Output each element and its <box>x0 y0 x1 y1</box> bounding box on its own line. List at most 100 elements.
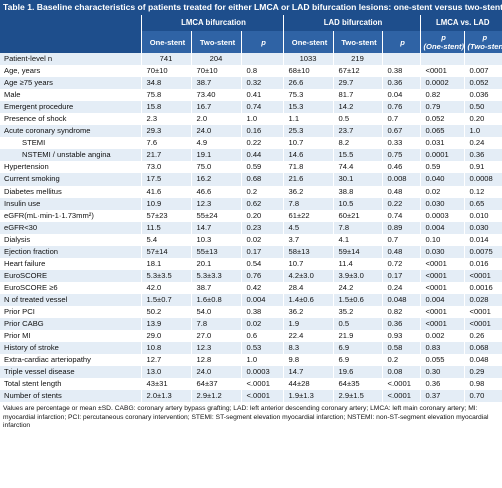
cell-lmca-one-stent: 50.2 <box>141 305 192 319</box>
cell-p-one-stent: 0.004 <box>420 293 465 306</box>
cell-lmca-p: 0.44 <box>241 149 284 162</box>
cell-label: Insulin use <box>0 197 142 210</box>
cell-p-one-stent: 0.002 <box>420 330 465 343</box>
cell-lmca-p: 0.2 <box>241 185 284 198</box>
cell-p-one-stent: <0001 <box>420 318 465 331</box>
cell-lad-one-stent: 1.4±0.6 <box>283 293 334 306</box>
header-lmca-vs-lad: LMCA vs. LAD <box>420 15 502 31</box>
cell-lad-p: <.0001 <box>382 390 421 403</box>
cell-p-one-stent: 0.36 <box>420 378 465 391</box>
table-row: History of stroke 10.8 12.3 0.53 8.3 6.9 0.58 0… <box>0 342 502 355</box>
cell-lmca-one-stent: 2.0±1.3 <box>141 390 192 403</box>
cell-lmca-two-stent: 24.0 <box>191 366 242 379</box>
cell-lad-two-stent: 81.7 <box>333 89 383 102</box>
header-lad-p: p <box>382 31 421 53</box>
cell-p-two-stent: 0.98 <box>469 379 485 389</box>
cell-lmca-two-stent: 55±24 <box>191 209 242 222</box>
cell-lmca-one-stent: 10.8 <box>141 342 192 355</box>
cell-lad-two-stent: 29.7 <box>333 77 383 90</box>
header-p-two-stent-p: p <box>482 33 488 42</box>
cell-p-two-stent <box>464 53 502 65</box>
cell-lmca-one-stent: 29.0 <box>141 330 192 343</box>
cell-p-one-stent: 0.0001 <box>420 149 465 162</box>
cell-p-two-stent: 0.20 <box>469 114 485 124</box>
cell-label: Current smoking <box>0 173 142 186</box>
table-row: Presence of shock 2.3 2.0 1.0 1.1 0.5 0.7 0.052… <box>0 113 502 126</box>
cell-lad-one-stent: 10.7 <box>283 257 334 270</box>
table-row: Hypertension 73.0 75.0 0.59 71.8 74.4 0.46 0.59… <box>0 161 502 174</box>
cell-label: Age ≥75 years <box>0 77 142 90</box>
cell-label: Presence of shock <box>0 113 142 126</box>
table-row: Patient-level n 741 204 1033 219 <box>0 53 502 66</box>
table-row: Diabetes mellitus 41.6 46.6 0.2 36.2 38.8 0.48… <box>0 185 502 198</box>
cell-p-one-stent: 0.82 <box>420 89 465 102</box>
cell-lad-two-stent: 1.5±0.6 <box>333 293 383 306</box>
cell-lad-two-stent: 3.9±3.0 <box>333 269 383 282</box>
cell-lad-one-stent: 1.1 <box>283 113 334 126</box>
cell-lad-p: 0.74 <box>382 209 421 222</box>
cell-label: Prior CABG <box>0 318 142 331</box>
table-row: Current smoking 17.5 16.2 0.68 21.6 30.1 0.008… <box>0 173 502 186</box>
cell-lad-p: 0.46 <box>382 161 421 174</box>
cell-p-two-stent: <0001 <box>469 319 491 329</box>
cell-p-one-stent: 0.055 <box>420 354 465 367</box>
cell-p-two-stent: 0.010 <box>469 210 489 220</box>
cell-p-one-stent: 0.10 <box>420 233 465 246</box>
cell-lmca-two-stent: 24.0 <box>191 125 242 138</box>
cell-p-two-stent: 0.048 <box>469 355 489 365</box>
cell-lad-two-stent: 35.2 <box>333 305 383 319</box>
cell-lad-two-stent: 11.4 <box>333 257 383 270</box>
cell-lad-one-stent: 4.5 <box>283 221 334 234</box>
cell-label: N of treated vessel <box>0 293 142 306</box>
cell-p-one-stent: 0.004 <box>420 221 465 234</box>
table-row: Prior MI 29.0 27.0 0.6 22.4 21.9 0.93 0.002 0.26 <box>0 330 502 343</box>
header-p-two-stent: p (Two-stent) <box>464 31 502 53</box>
cell-lad-p: 0.76 <box>382 101 421 114</box>
table-row: eGFR<30 11.5 14.7 0.23 4.5 7.8 0.89 0.004 0.030 <box>0 221 502 234</box>
cell-lad-one-stent: 7.8 <box>283 197 334 210</box>
cell-lad-p: 0.048 <box>382 293 421 306</box>
cell-lmca-one-stent: 42.0 <box>141 281 192 294</box>
cell-p-two-stent: 0.036 <box>469 90 489 100</box>
table-row: Total stent length 43±31 64±37 <.0001 44±28 6… <box>0 378 502 391</box>
cell-lmca-p: 0.22 <box>241 137 284 150</box>
cell-p-two-stent: 0.016 <box>469 258 489 268</box>
cell-lmca-two-stent: 19.1 <box>191 149 242 162</box>
cell-lmca-one-stent: 11.5 <box>141 221 192 234</box>
header-lad-two-stent: Two-stent <box>333 31 383 53</box>
cell-p-one-stent: 0.0002 <box>420 77 465 90</box>
cell-p-two-stent: 0.028 <box>469 294 489 304</box>
cell-lad-one-stent: 10.7 <box>283 137 334 150</box>
cell-lmca-two-stent: 75.0 <box>191 161 242 174</box>
cell-lad-one-stent: 61±22 <box>283 209 334 222</box>
header-lmca-p: p <box>241 31 284 53</box>
header-lad-one-stent: One-stent <box>283 31 334 53</box>
cell-lad-p: 0.82 <box>382 305 421 319</box>
cell-lmca-two-stent: 55±13 <box>191 245 242 258</box>
cell-p-two-stent: 0.29 <box>469 367 485 377</box>
cell-lmca-p: 0.74 <box>241 101 284 114</box>
cell-lad-two-stent: 38.8 <box>333 185 383 198</box>
cell-lad-two-stent: 64±35 <box>333 378 383 391</box>
cell-p-two-stent: 0.014 <box>469 234 489 244</box>
cell-lad-one-stent: 1.9±1.3 <box>283 390 334 403</box>
cell-lmca-one-stent: 17.5 <box>141 173 192 186</box>
table-row: NSTEMI / unstable angina 21.7 19.1 0.44 14.6… <box>0 149 502 162</box>
table-row: Insulin use 10.9 12.3 0.62 7.8 10.5 0.22 0.030 0… <box>0 197 502 210</box>
cell-lmca-p: 1.0 <box>241 354 284 367</box>
cell-lad-one-stent: 68±10 <box>283 65 334 78</box>
cell-p-one-stent: 0.83 <box>420 342 465 355</box>
cell-label: Age, years <box>0 65 142 78</box>
header-blank-cell <box>0 15 142 31</box>
cell-lmca-p: 0.53 <box>241 342 284 355</box>
table-body: Patient-level n 741 204 1033 219 Age, years 70… <box>0 53 502 403</box>
cell-lmca-p: 0.59 <box>241 161 284 174</box>
table-footnote: Values are percentage or mean ±SD. CABG:… <box>3 405 489 430</box>
cell-lad-two-stent: 10.5 <box>333 197 383 210</box>
cell-p-two-stent: 0.65 <box>469 198 485 208</box>
table-row: Heart failure 18.1 20.1 0.54 10.7 11.4 0.72 <00… <box>0 257 502 270</box>
cell-lmca-p: 0.02 <box>241 233 284 246</box>
cell-lmca-p: 0.17 <box>241 245 284 258</box>
cell-label: Heart failure <box>0 257 142 270</box>
cell-lmca-two-stent: 64±37 <box>191 378 242 391</box>
